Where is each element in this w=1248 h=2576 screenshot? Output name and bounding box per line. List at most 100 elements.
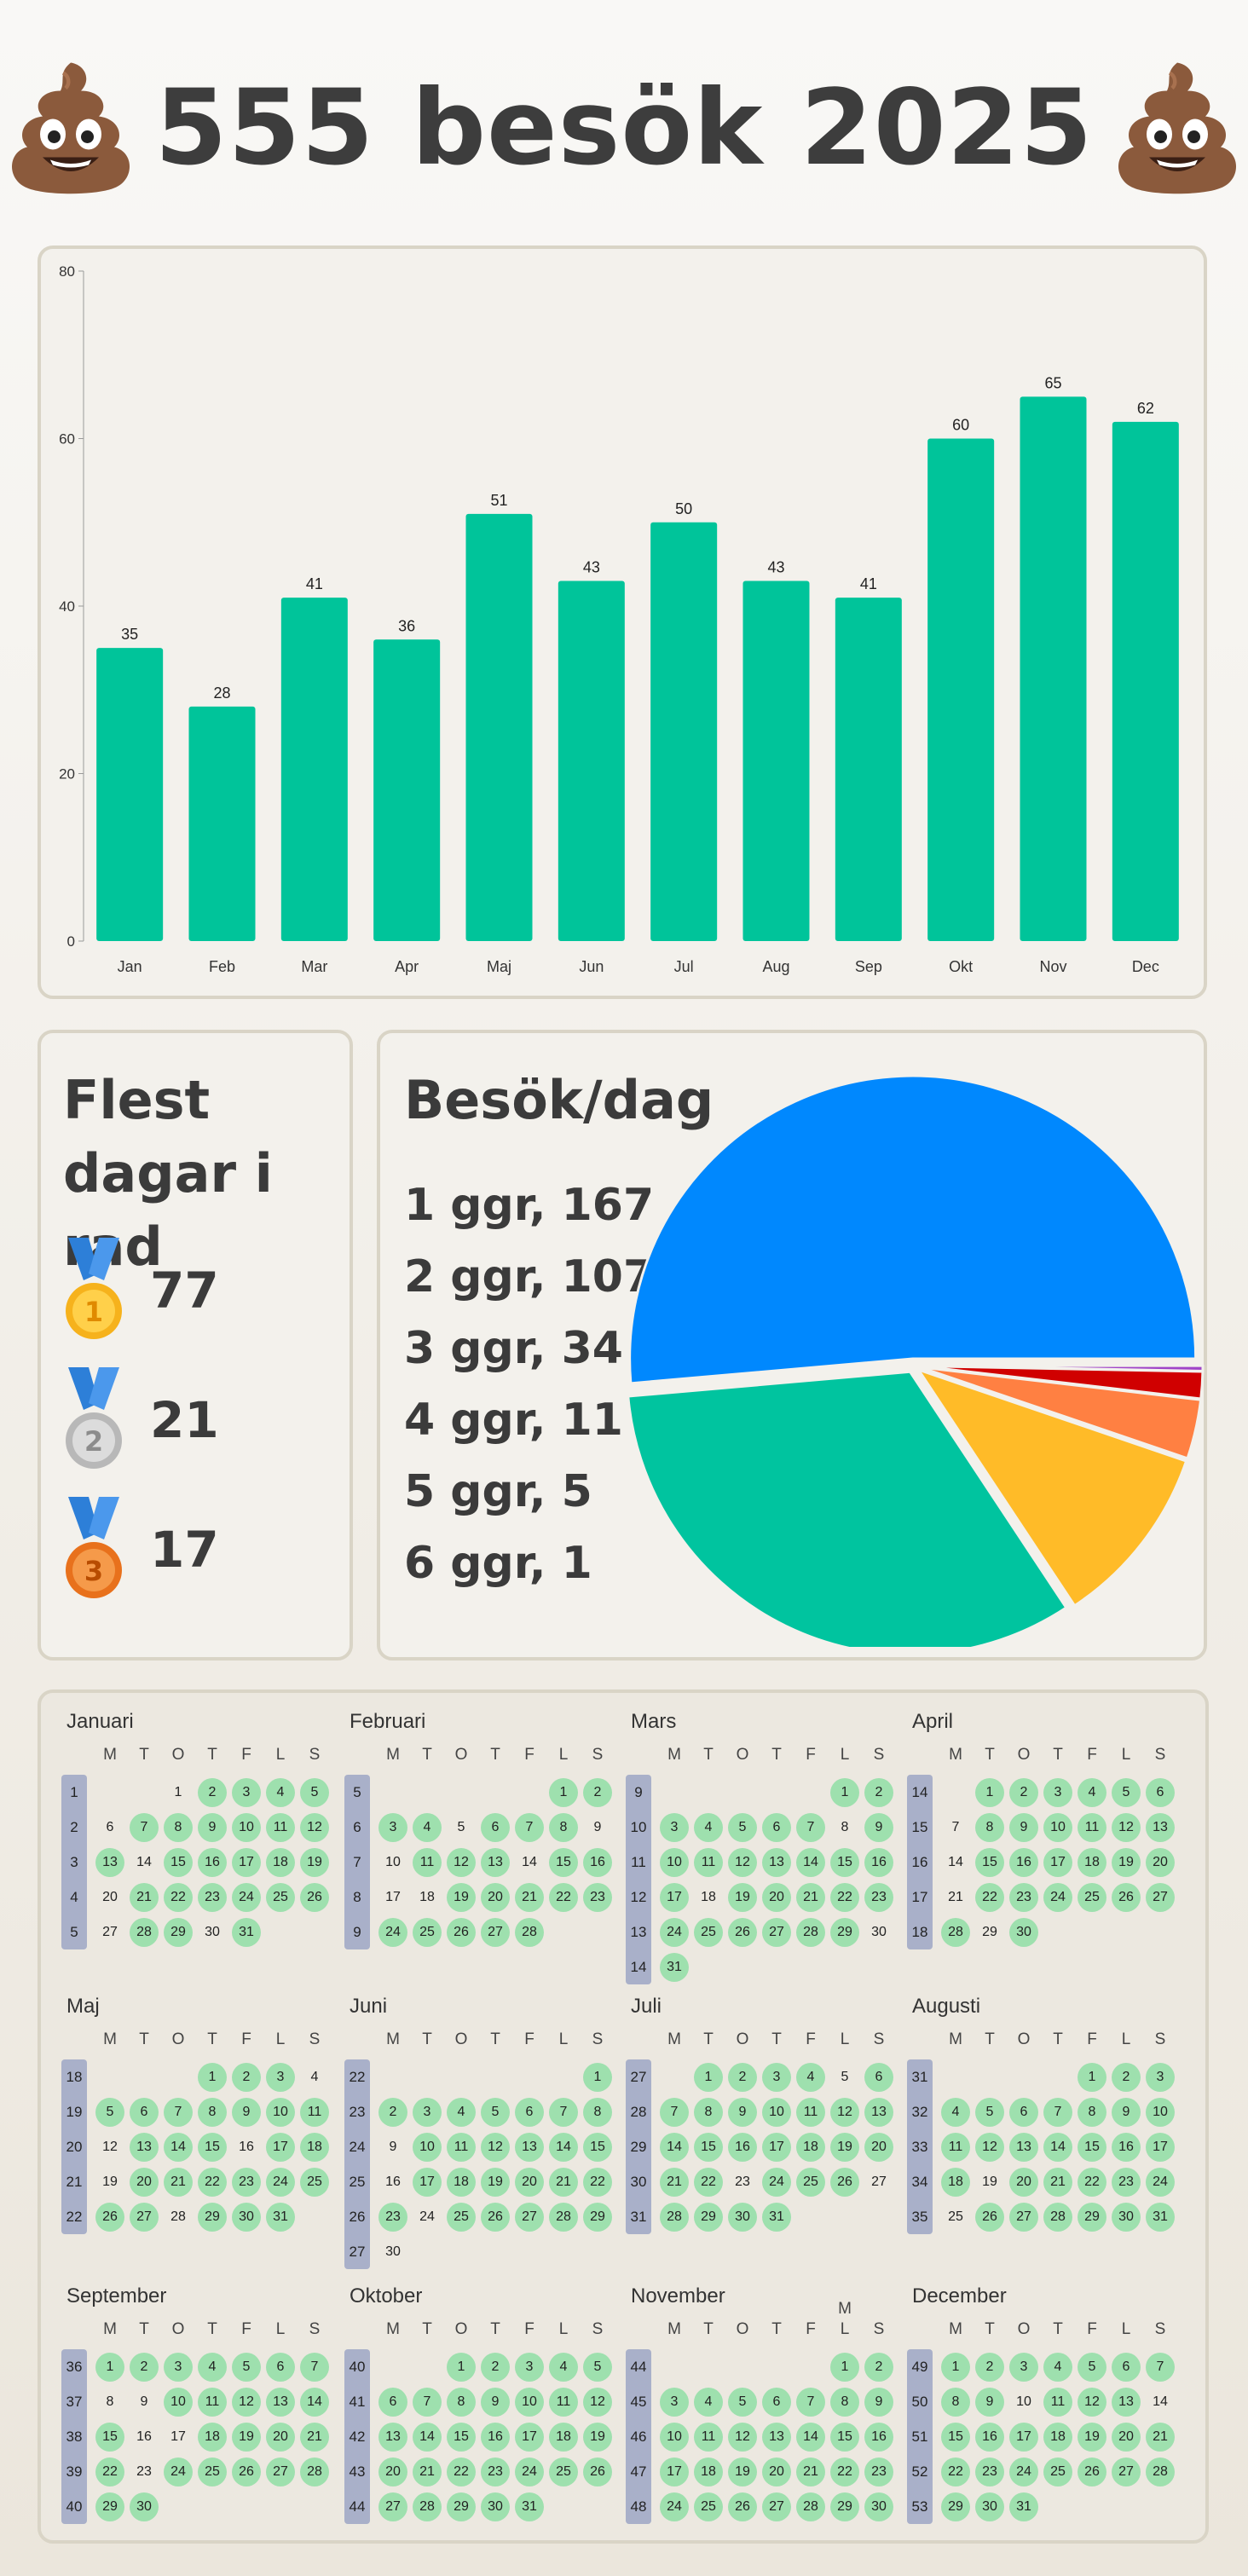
calendar-day-visited: 11 — [694, 2423, 723, 2452]
weekday-label: F — [1087, 1746, 1097, 1764]
calendar-day-visited: 22 — [975, 1883, 1004, 1912]
calendar-day: 7 — [951, 1820, 960, 1834]
calendar-day-visited: 2 — [232, 2063, 261, 2092]
calendar-day: 17 — [170, 2429, 186, 2444]
weekday-label: T — [703, 1746, 714, 1764]
calendar-day-visited: 8 — [941, 2388, 970, 2417]
bar — [835, 598, 902, 941]
calendar-day-visited: 26 — [232, 2458, 261, 2486]
calendar-day-visited: 30 — [975, 2492, 1004, 2521]
calendar-day: 14 — [948, 1855, 963, 1869]
calendar-day: 23 — [136, 2464, 152, 2479]
calendar-day-visited: 13 — [1009, 2133, 1038, 2162]
month-name: November — [631, 2284, 725, 2307]
calendar-day-visited: 25 — [198, 2458, 227, 2486]
bar — [188, 706, 256, 941]
calendar-day-visited: 22 — [1078, 2168, 1106, 2197]
calendar-day-visited: 28 — [941, 1918, 970, 1947]
bar — [742, 580, 810, 941]
monthly-bar-chart-card: 0 20 40 60 80 35 Jan 28 Feb 41 Mar 36 Apr 51 Maj 43 Jun 5… — [38, 245, 1207, 999]
calendar-day: 18 — [701, 1890, 716, 1904]
calendar-month: September M T O T F L S 36 37 38 39 40 1 2 3 4 5 6 7 8 9 10 11 1… — [61, 2284, 343, 2566]
month-name: Augusti — [912, 1995, 981, 2018]
calendar-day-visited: 15 — [198, 2133, 227, 2162]
calendar-day-visited: 16 — [864, 2423, 893, 2452]
calendar-day-visited: 1 — [1078, 2063, 1106, 2092]
weekday-label: T — [985, 2030, 995, 2048]
pie-legend: 1 ggr, 167 2 ggr, 107 3 ggr, 34 4 ggr, 1… — [404, 1170, 654, 1599]
week-number: 14 — [911, 1784, 928, 1800]
bar-value-label: 51 — [490, 492, 507, 509]
weekday-label: M — [949, 2030, 962, 2048]
calendar-day-visited: 15 — [941, 2423, 970, 2452]
week-number: 14 — [630, 1959, 647, 1975]
weekday-label: T — [422, 2320, 432, 2338]
week-number: 48 — [630, 2498, 647, 2515]
calendar-day-visited: 28 — [130, 1918, 159, 1947]
weekday-label: L — [840, 2030, 850, 2048]
bar — [373, 639, 441, 941]
calendar-day-visited: 7 — [796, 1813, 825, 1842]
calendar-day-visited: 12 — [728, 2423, 757, 2452]
week-number: 50 — [911, 2394, 928, 2410]
calendar-day: 17 — [385, 1890, 401, 1904]
week-number-column — [344, 2349, 370, 2524]
calendar-day-visited: 8 — [830, 2388, 859, 2417]
calendar-day-visited: 15 — [583, 2133, 612, 2162]
calendar-day-visited: 4 — [266, 1778, 295, 1807]
calendar-day-visited: 9 — [1009, 1813, 1038, 1842]
header: 555 besök 2025 — [0, 34, 1248, 222]
weekday-label: M — [103, 2030, 117, 2048]
calendar-day-visited: 9 — [481, 2388, 510, 2417]
week-number: 19 — [66, 2104, 83, 2120]
calendar-day-visited: 21 — [1146, 2423, 1175, 2452]
monthly-bar-chart: 0 20 40 60 80 35 Jan 28 Feb 41 Mar 36 Apr 51 Maj 43 Jun 5… — [59, 263, 1179, 975]
calendar-day-visited: 28 — [300, 2458, 329, 2486]
calendar-day-visited: 26 — [583, 2458, 612, 2486]
weekday-label: T — [490, 2030, 500, 2048]
calendar-day-visited: 24 — [164, 2458, 193, 2486]
weekday-label: F — [241, 1746, 251, 1764]
bar — [280, 598, 348, 941]
calendar-day: 9 — [389, 2140, 397, 2154]
week-number: 27 — [630, 2069, 647, 2085]
calendar-day-visited: 19 — [1078, 2423, 1106, 2452]
calendar-day-visited: 8 — [1078, 2098, 1106, 2127]
weekday-label: M — [386, 1746, 400, 1764]
bar — [650, 522, 718, 941]
weekday-label: T — [1053, 2320, 1063, 2338]
calendar-day-visited: 27 — [515, 2203, 544, 2232]
weekday-label: S — [1154, 2030, 1166, 2048]
calendar-day-visited: 14 — [660, 2133, 689, 2162]
month-name: September — [66, 2284, 167, 2307]
calendar-day-visited: 11 — [796, 2098, 825, 2127]
week-number: 39 — [66, 2463, 83, 2480]
calendar-day-visited: 16 — [583, 1848, 612, 1877]
week-number: 40 — [66, 2498, 83, 2515]
weekday-label: O — [1017, 2320, 1031, 2338]
calendar-day-visited: 21 — [515, 1883, 544, 1912]
calendar-day-visited: 5 — [728, 2388, 757, 2417]
weekday-label: T — [771, 2030, 782, 2048]
calendar-month: Mars M T O T F L S 9 10 11 12 13 14 1 2 3 4 5 6 7 8 9 10 11 12 13 1… — [626, 1710, 907, 1991]
svg-text:2: 2 — [84, 1425, 103, 1458]
calendar-day-visited: 24 — [1043, 1883, 1072, 1912]
x-tick-label: Sep — [855, 958, 882, 975]
calendar-day-visited: 5 — [1078, 2353, 1106, 2382]
calendar-day-visited: 8 — [975, 1813, 1004, 1842]
calendar-day: 10 — [1016, 2394, 1031, 2409]
calendar-day-visited: 8 — [447, 2388, 476, 2417]
calendar-day-visited: 8 — [549, 1813, 578, 1842]
calendar-day-visited: 12 — [447, 1848, 476, 1877]
calendar-day: 27 — [102, 1925, 118, 1939]
weekday-label: M — [949, 2320, 962, 2338]
calendar-day-visited: 2 — [583, 1778, 612, 1807]
calendar-day-visited: 28 — [413, 2492, 442, 2521]
pie-slice — [628, 1074, 1198, 1385]
weekday-label: T — [207, 2320, 217, 2338]
bronze-medal-icon: 3 — [66, 1497, 122, 1598]
calendar-day-visited: 6 — [1112, 2353, 1141, 2382]
calendar-day: 28 — [170, 2209, 186, 2224]
weekday-label: L — [558, 2030, 569, 2048]
week-number: 38 — [66, 2429, 83, 2445]
